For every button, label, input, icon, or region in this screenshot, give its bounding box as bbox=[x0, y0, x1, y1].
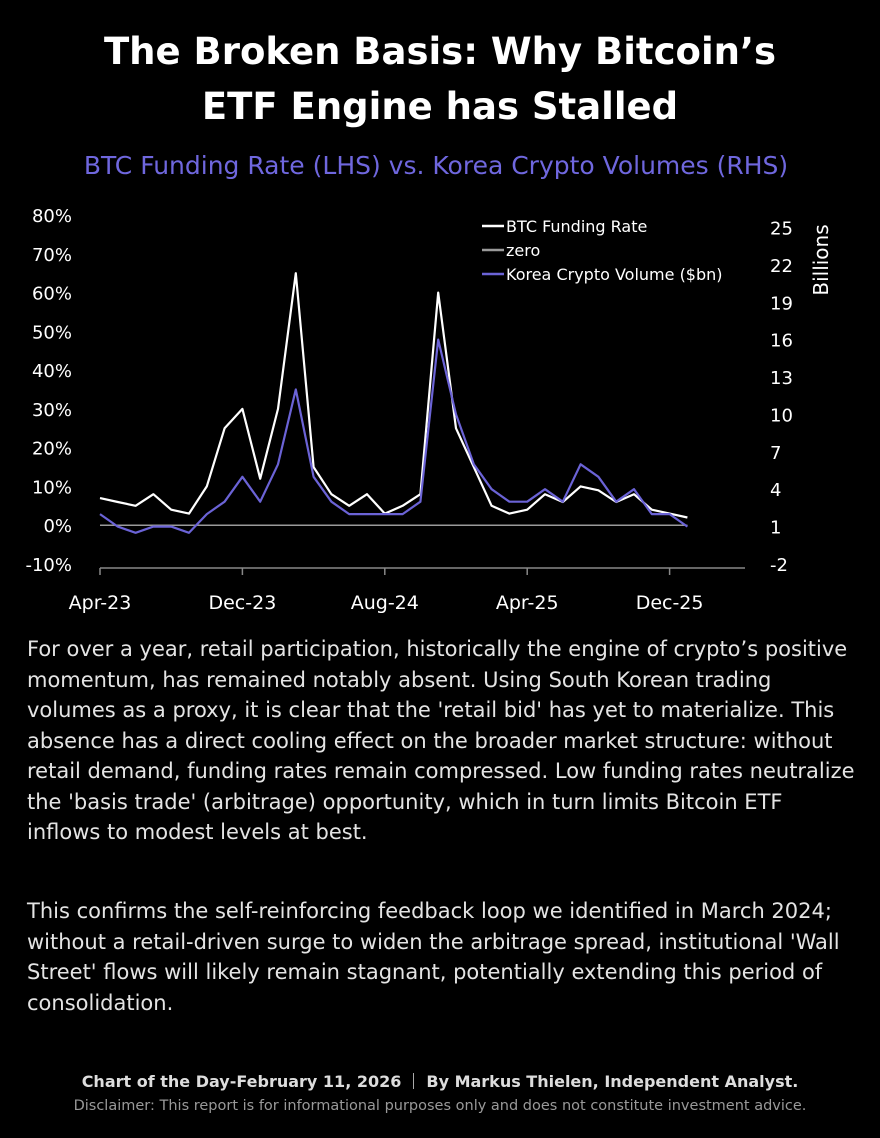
series-line bbox=[99, 338, 689, 534]
separator bbox=[413, 1073, 415, 1089]
series-line bbox=[99, 272, 688, 519]
legend-label: BTC Funding Rate bbox=[506, 217, 647, 236]
legend-label: zero bbox=[506, 241, 540, 260]
y-tick-label: 40% bbox=[32, 361, 72, 382]
footer: Chart of the Day-February 11, 2026 By Mar… bbox=[0, 1072, 880, 1091]
y2-tick-label: 22 bbox=[770, 256, 793, 277]
legend-label: Korea Crypto Volume ($bn) bbox=[506, 265, 723, 284]
x-tick-label: Dec-25 bbox=[636, 592, 704, 614]
y-tick-label: 80% bbox=[32, 206, 72, 227]
y2-tick-label: 16 bbox=[770, 331, 793, 352]
chart-title: BTC Funding Rate (LHS) vs. Korea Crypto … bbox=[84, 151, 788, 180]
y-tick-label: 60% bbox=[32, 284, 72, 305]
x-tick-label: Aug-24 bbox=[351, 592, 419, 614]
y2-tick-label: 19 bbox=[770, 293, 793, 314]
y-tick-label: -10% bbox=[25, 555, 72, 576]
paragraph: This confirms the self-reinforcing feedb… bbox=[27, 899, 840, 1015]
page-title: The Broken Basis: Why Bitcoin’s bbox=[104, 30, 776, 73]
disclaimer: Disclaimer: This report is for informati… bbox=[73, 1098, 807, 1114]
y2-tick-label: 10 bbox=[770, 405, 793, 426]
y2-tick-label: -2 bbox=[770, 555, 788, 576]
footer-right: By Markus Thielen, Independent Analyst. bbox=[426, 1072, 799, 1091]
y2-tick-label: 13 bbox=[770, 368, 793, 389]
y-tick-label: 50% bbox=[32, 322, 72, 343]
y-tick-label: 30% bbox=[32, 400, 72, 421]
y-tick-label: 20% bbox=[32, 439, 72, 460]
y-tick-label: 10% bbox=[32, 477, 72, 498]
footer-left: Chart of the Day-February 11, 2026 bbox=[81, 1072, 402, 1091]
paragraph: For over a year, retail participation, h… bbox=[27, 637, 855, 844]
page-title: ETF Engine has Stalled bbox=[202, 85, 678, 128]
x-tick-label: Apr-25 bbox=[496, 592, 559, 614]
x-tick-label: Apr-23 bbox=[69, 592, 132, 614]
y2-tick-label: 7 bbox=[770, 443, 781, 464]
y-tick-label: 0% bbox=[43, 516, 72, 537]
chart: The Broken Basis: Why Bitcoin’s ETF Engi… bbox=[25, 30, 833, 614]
y2-tick-label: 4 bbox=[770, 480, 781, 501]
y2-tick-label: 1 bbox=[770, 518, 781, 539]
x-tick-label: Dec-23 bbox=[208, 592, 276, 614]
y2-tick-label: 25 bbox=[770, 218, 793, 239]
y2-axis-label: Billions bbox=[809, 224, 833, 295]
y-tick-label: 70% bbox=[32, 245, 72, 266]
